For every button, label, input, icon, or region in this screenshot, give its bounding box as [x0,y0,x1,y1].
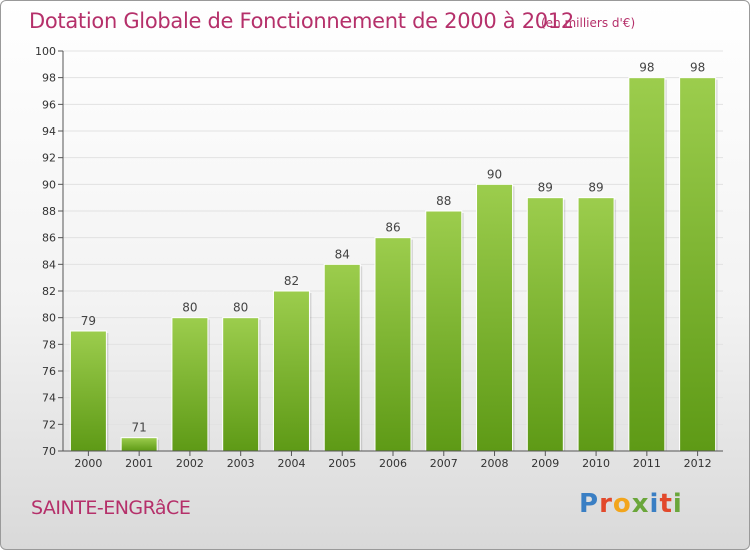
logo-letter: i [649,489,660,519]
bar-2008 [476,183,514,452]
x-tick-label: 2001 [125,457,153,470]
y-tick-label: 70 [42,445,56,458]
x-tick-label: 2005 [328,457,356,470]
data-label: 90 [487,167,502,181]
y-tick-label: 90 [42,178,56,191]
bar-2011 [628,77,666,452]
logo-letter: i [672,489,683,519]
bar-2006 [374,237,412,452]
logo-letter: x [631,489,650,519]
x-tick-label: 2011 [633,457,661,470]
data-label: 80 [233,301,248,315]
y-tick-label: 86 [42,232,56,245]
bar-2007 [425,210,463,452]
logo-letter: t [659,489,673,519]
y-tick-label: 88 [42,205,56,218]
x-tick-label: 2000 [74,457,102,470]
logo-letter: P [579,489,600,519]
y-tick-label: 98 [42,72,56,85]
x-tick-label: 2004 [277,457,305,470]
y-tick-label: 92 [42,152,56,165]
data-label: 89 [588,181,603,195]
y-tick-label: 72 [42,418,56,431]
y-tick-label: 82 [42,285,56,298]
x-tick-label: 2008 [481,457,509,470]
x-tick-label: 2010 [582,457,610,470]
y-tick-label: 76 [42,365,56,378]
data-label: 79 [81,314,96,328]
bars [69,77,718,452]
bar-2004 [272,290,310,452]
y-tick-label: 96 [42,98,56,111]
data-label: 71 [132,421,147,435]
bar-2003 [222,317,260,452]
bar-2005 [323,263,361,452]
data-label: 80 [182,301,197,315]
bar-2000 [69,330,107,452]
data-label: 98 [690,61,705,75]
y-tick-label: 80 [42,312,56,325]
bar-2001 [120,437,158,452]
data-label: 84 [335,247,350,261]
y-tick-label: 74 [42,392,56,405]
bar-2012 [679,77,717,452]
x-tick-label: 2002 [176,457,204,470]
x-tick-label: 2007 [430,457,458,470]
y-tick-label: 84 [42,258,56,271]
data-label: 88 [436,194,451,208]
x-tick-label: 2006 [379,457,407,470]
logo-letter: o [612,489,632,519]
x-tick-label: 2012 [684,457,712,470]
labels: 70 72 74 76 78 80 82 84 86 88 90 92 94 96 98 100 79 2000 7… [35,45,712,470]
bar-2002 [171,317,209,452]
commune-name: SAINTE-ENGRâCE [31,497,191,519]
data-label: 86 [385,221,400,235]
y-tick-label: 78 [42,338,56,351]
axes [58,50,723,456]
bar-2009 [526,197,564,452]
logo-letter: r [599,489,613,519]
data-label: 82 [284,274,299,288]
x-tick-label: 2009 [531,457,559,470]
data-label: 89 [538,181,553,195]
data-label: 98 [639,61,654,75]
y-tick-label: 94 [42,125,56,138]
y-tick-label: 100 [35,45,56,58]
chart-title: Dotation Globale de Fonctionnement de 20… [29,9,574,33]
chart-subtitle: (en milliers d'€) [541,16,636,30]
bar-2010 [577,197,615,452]
x-tick-label: 2003 [227,457,255,470]
proxiti-logo: Proxiti [579,489,683,519]
